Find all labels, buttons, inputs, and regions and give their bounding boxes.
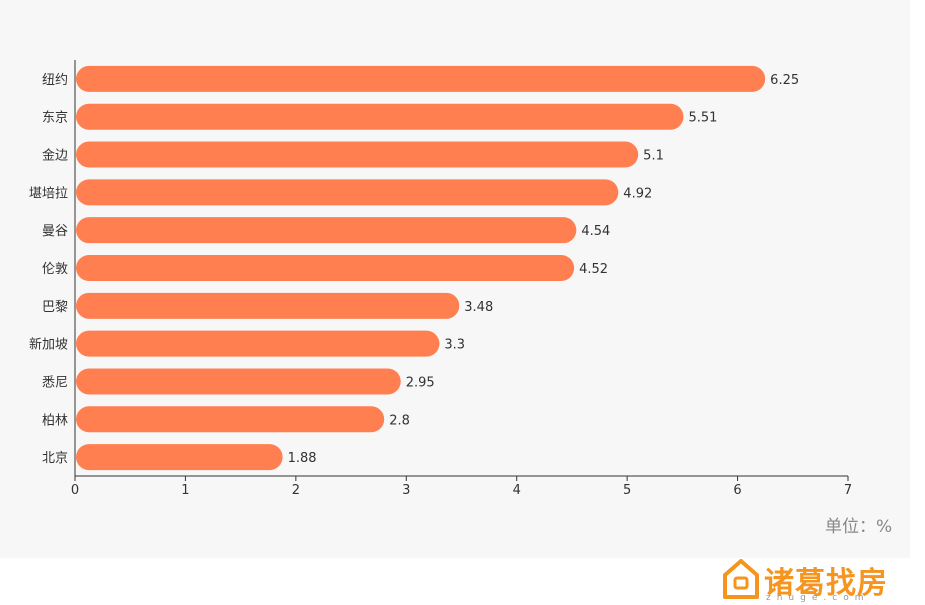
x-tick-label: 7 [844, 483, 852, 498]
brand-logo: 诸葛找房 zhuge.com [720, 556, 920, 604]
category-label: 悉尼 [42, 375, 68, 390]
category-label: 曼谷 [42, 224, 68, 239]
axis-layer: 0 1 2 3 4 5 6 7 [71, 60, 852, 498]
category-label: 巴黎 [42, 300, 68, 315]
value-label: 1.88 [288, 451, 317, 466]
bar-11 [76, 444, 283, 471]
x-tick-label: 3 [402, 483, 410, 498]
category-label: 堪培拉 [29, 185, 68, 201]
value-label: 4.52 [579, 262, 608, 277]
value-label: 4.54 [581, 224, 610, 239]
bar-6 [76, 255, 575, 281]
value-label: 5.1 [643, 149, 664, 164]
brand-name: 诸葛找房 [764, 566, 888, 601]
x-tick-label: 1 [181, 483, 189, 498]
category-label: 伦敦 [42, 261, 68, 277]
bars-layer [76, 65, 766, 471]
x-tick-label: 4 [513, 483, 521, 498]
x-tick-label: 6 [733, 483, 741, 498]
labels-layer: 纽约 6.25 东京 5.51 金边 5.1 堪培拉 4.92 曼谷 4.54 伦敦 4.52 巴黎 3.… [29, 73, 799, 466]
category-label: 金边 [42, 148, 68, 164]
value-label: 3.3 [444, 338, 465, 353]
category-label: 新加坡 [29, 337, 68, 353]
chart-panel: 纽约 6.25 东京 5.51 金边 5.1 堪培拉 4.92 曼谷 4.54 伦敦 4.52 巴黎 3.… [28, 60, 893, 537]
x-tick-label: 5 [623, 483, 631, 498]
value-label: 4.92 [623, 186, 652, 201]
category-label: 柏林 [42, 413, 68, 428]
x-tick-label: 0 [71, 483, 79, 498]
bar-7 [76, 292, 460, 319]
brand-url: zhuge.com [766, 593, 870, 603]
bar-9 [76, 368, 401, 395]
x-tick-label: 2 [292, 483, 300, 498]
bar-1 [76, 65, 766, 92]
category-label: 纽约 [42, 73, 68, 88]
bar-8 [76, 330, 440, 357]
bar-10 [76, 406, 385, 433]
bar-4 [76, 179, 619, 206]
bar-chart: 纽约 6.25 东京 5.51 金边 5.1 堪培拉 4.92 曼谷 4.54 伦敦 4.52 巴黎 3.… [29, 60, 852, 498]
value-label: 5.51 [688, 111, 717, 126]
bar-3 [76, 141, 639, 168]
bar-2 [76, 103, 684, 130]
value-label: 2.8 [389, 413, 410, 428]
bar-5 [76, 217, 577, 244]
unit-label: 单位：% [825, 517, 893, 537]
value-label: 6.25 [770, 73, 799, 88]
value-label: 3.48 [464, 300, 493, 315]
value-label: 2.95 [406, 375, 435, 390]
category-label: 东京 [42, 111, 68, 126]
category-label: 北京 [42, 451, 68, 466]
house-logo-icon [723, 559, 759, 599]
